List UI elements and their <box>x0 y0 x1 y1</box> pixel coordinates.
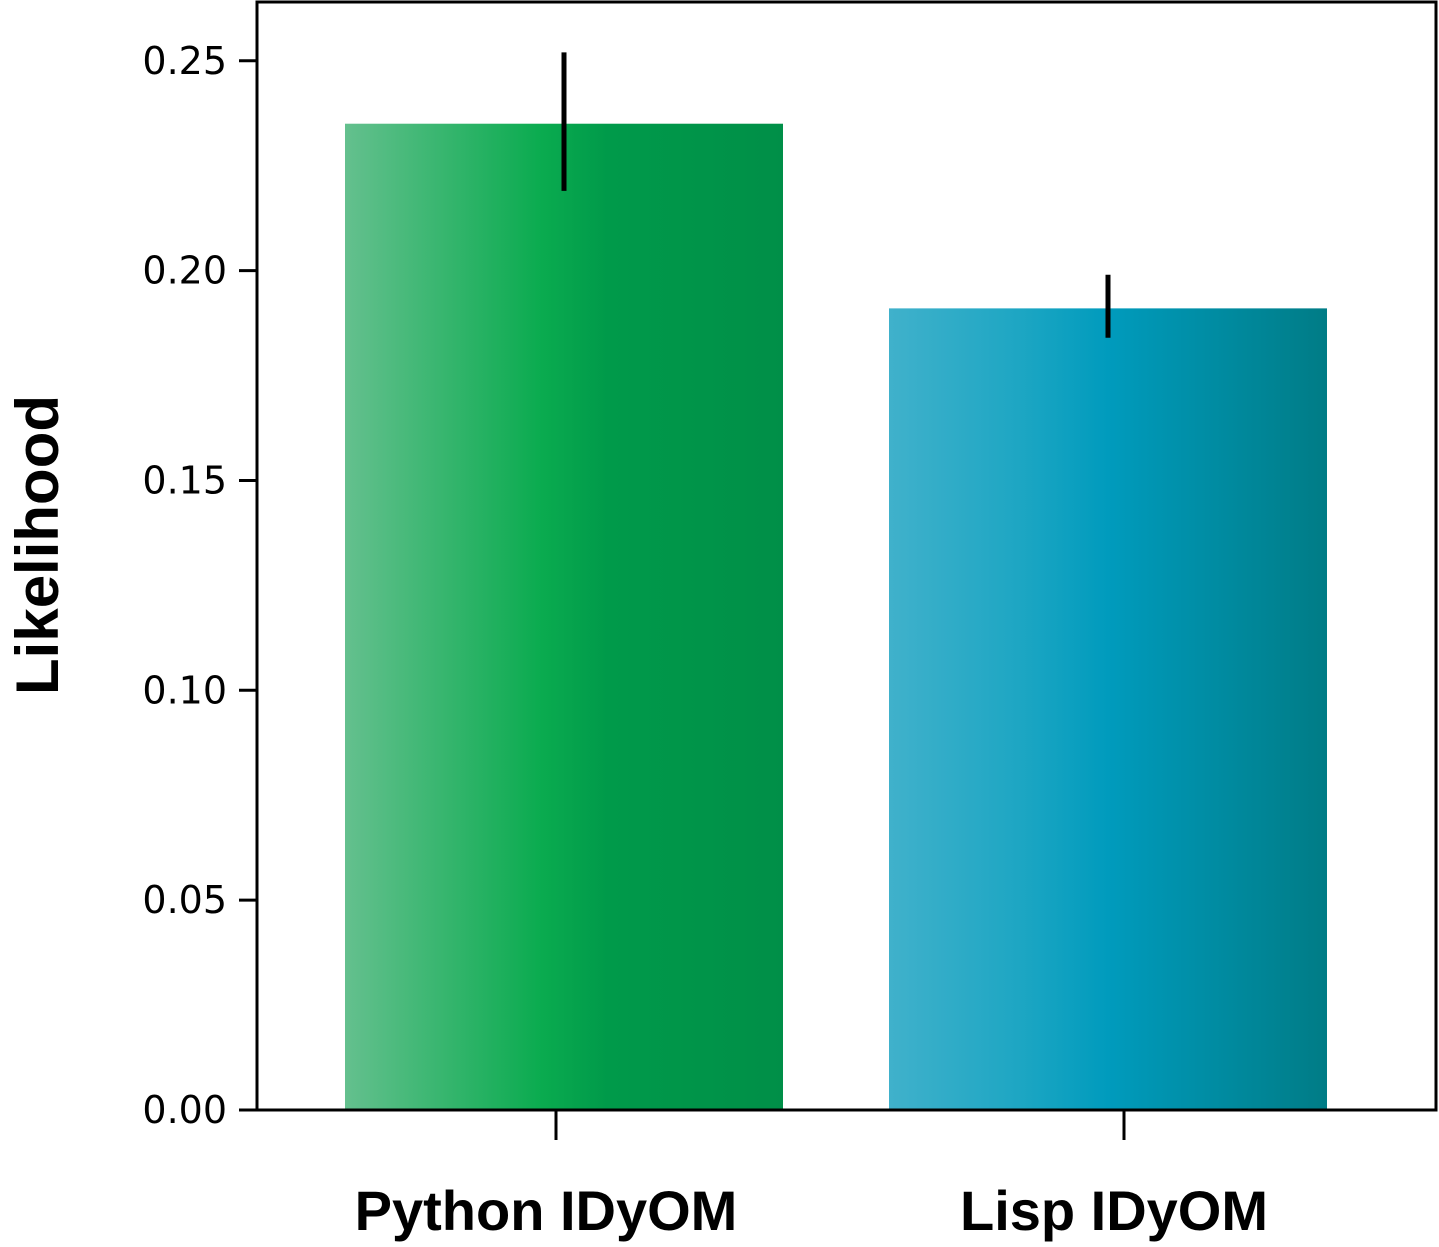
y-tick-label: 0.05 <box>142 878 227 922</box>
x-tick-label-lisp-idyom: Lisp IDyOM <box>960 1179 1268 1242</box>
bars <box>345 123 1327 1111</box>
y-tick-label: 0.10 <box>142 668 227 712</box>
y-axis-ticks: 0.00 0.05 0.10 0.15 0.20 0.25 <box>142 39 257 1132</box>
bar-python-idyom <box>345 123 783 1111</box>
y-tick-label: 0.20 <box>142 249 227 293</box>
x-axis-ticks: Python IDyOM Lisp IDyOM <box>355 1110 1268 1242</box>
x-tick-label-python-idyom: Python IDyOM <box>355 1179 738 1242</box>
error-bars <box>561 52 1111 338</box>
y-axis-title: Likelihood <box>4 395 71 695</box>
y-tick-label: 0.00 <box>142 1088 227 1132</box>
y-tick-label: 0.15 <box>142 458 227 502</box>
y-tick-label: 0.25 <box>142 39 227 83</box>
bar-lisp-idyom <box>889 308 1327 1110</box>
plot-frame <box>255 0 1438 1112</box>
